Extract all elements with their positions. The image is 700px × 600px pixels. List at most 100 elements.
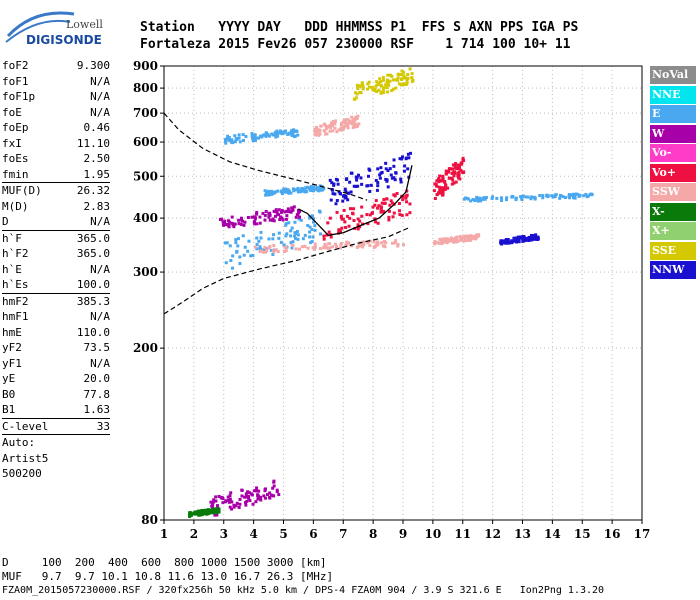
echo-point xyxy=(401,198,405,202)
echo-point xyxy=(318,232,322,236)
echo-point xyxy=(532,195,536,199)
echo-point xyxy=(403,164,407,168)
echo-point xyxy=(313,242,317,246)
echo-point xyxy=(212,511,216,515)
echo-point xyxy=(527,238,531,242)
x-tick-label: 1 xyxy=(160,527,168,541)
echo-point xyxy=(224,261,228,265)
echo-point xyxy=(238,502,242,506)
echo-point xyxy=(327,230,331,234)
param-value: N/A xyxy=(90,90,110,103)
echo-point xyxy=(456,239,460,243)
param-name: C-level xyxy=(2,419,49,433)
param-name: hmE xyxy=(2,325,22,339)
echo-point xyxy=(335,210,339,214)
echo-point xyxy=(228,244,232,248)
echo-point xyxy=(335,199,339,203)
echo-point xyxy=(440,179,444,183)
echo-point xyxy=(533,197,537,201)
echo-point xyxy=(406,72,410,76)
echo-point xyxy=(379,80,383,84)
param-value: 33 xyxy=(96,419,110,433)
echo-point xyxy=(534,233,538,237)
echo-point xyxy=(400,155,404,159)
echo-point xyxy=(312,189,316,193)
echo-point xyxy=(312,187,316,191)
echo-point xyxy=(558,196,562,200)
param-row: h`F 365.0 xyxy=(2,231,110,247)
echo-point xyxy=(320,188,324,192)
echo-point xyxy=(262,248,266,252)
echo-point xyxy=(230,500,234,504)
chart-curves xyxy=(163,112,413,315)
echo-point xyxy=(442,240,446,244)
echo-point xyxy=(347,121,351,125)
echo-point xyxy=(312,220,316,224)
echo-point xyxy=(300,187,304,191)
echo-point xyxy=(437,185,441,189)
echo-point xyxy=(397,73,401,77)
echo-point xyxy=(397,82,401,86)
echo-point xyxy=(399,180,403,184)
echo-point xyxy=(444,169,448,173)
echo-point xyxy=(276,134,280,138)
param-row: fxI 11.10 xyxy=(2,136,110,152)
echo-point xyxy=(257,239,261,243)
echo-point xyxy=(315,188,319,192)
echo-point xyxy=(456,174,460,178)
echo-point xyxy=(361,84,365,88)
echo-point xyxy=(271,218,275,222)
param-name: yF2 xyxy=(2,341,22,354)
echo-point xyxy=(373,203,377,207)
echo-point xyxy=(392,211,396,215)
echo-point xyxy=(251,136,255,140)
echo-point xyxy=(292,128,296,132)
echo-point xyxy=(445,241,449,245)
echo-point xyxy=(313,224,317,228)
echo-point xyxy=(256,497,260,501)
echo-point xyxy=(290,206,294,210)
echo-point xyxy=(330,181,334,185)
profile-curve-dashed xyxy=(163,112,368,201)
echo-point xyxy=(379,241,383,245)
echo-point xyxy=(352,124,356,128)
echo-point xyxy=(394,239,398,243)
echo-point xyxy=(189,511,193,515)
echo-point xyxy=(318,247,322,251)
echo-point xyxy=(410,79,414,83)
echo-point xyxy=(368,189,372,193)
echo-point xyxy=(352,207,356,211)
echo-point xyxy=(382,86,386,90)
x-tick-label: 16 xyxy=(604,527,621,541)
param-name: yF1 xyxy=(2,356,22,370)
echo-point xyxy=(341,217,345,221)
echo-point xyxy=(228,138,232,142)
echo-point xyxy=(263,246,267,250)
echo-point xyxy=(294,236,298,240)
echo-point xyxy=(286,207,290,211)
echo-point xyxy=(345,240,349,244)
echo-point xyxy=(291,187,295,191)
echo-point xyxy=(228,494,232,498)
echo-point xyxy=(282,249,286,253)
echo-point xyxy=(445,239,449,243)
echo-point xyxy=(285,232,289,236)
param-value: 110.0 xyxy=(76,325,110,339)
echo-point xyxy=(205,511,209,515)
param-name: MUF(D) xyxy=(2,184,42,197)
echo-point xyxy=(259,249,263,253)
echo-point xyxy=(405,82,409,86)
echo-point xyxy=(279,190,283,194)
echo-point xyxy=(228,505,232,509)
echo-point xyxy=(198,511,202,515)
echo-point xyxy=(232,222,236,226)
echo-point xyxy=(217,510,221,514)
param-row: yE 20.0 xyxy=(2,371,110,387)
echo-point xyxy=(375,80,379,84)
echo-point xyxy=(217,508,221,512)
echo-point xyxy=(358,225,362,229)
echo-point xyxy=(388,167,392,171)
echo-point xyxy=(387,83,391,87)
echo-point xyxy=(240,488,244,492)
echo-point xyxy=(346,198,350,202)
